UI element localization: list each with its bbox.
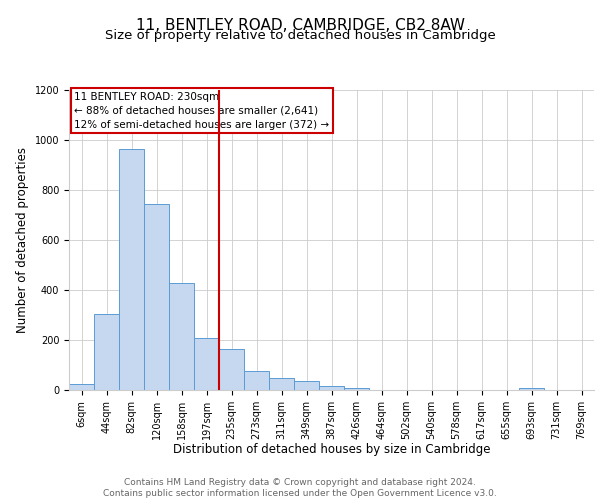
Bar	[319, 386, 344, 390]
Bar	[119, 149, 144, 390]
Y-axis label: Number of detached properties: Number of detached properties	[16, 147, 29, 333]
Bar	[519, 388, 544, 390]
Bar	[269, 378, 294, 390]
Text: Size of property relative to detached houses in Cambridge: Size of property relative to detached ho…	[104, 29, 496, 42]
Bar	[244, 371, 269, 390]
Text: 11, BENTLEY ROAD, CAMBRIDGE, CB2 8AW: 11, BENTLEY ROAD, CAMBRIDGE, CB2 8AW	[136, 18, 464, 32]
Text: 11 BENTLEY ROAD: 230sqm
← 88% of detached houses are smaller (2,641)
12% of semi: 11 BENTLEY ROAD: 230sqm ← 88% of detache…	[74, 92, 329, 130]
Bar	[294, 381, 319, 390]
Text: Contains HM Land Registry data © Crown copyright and database right 2024.
Contai: Contains HM Land Registry data © Crown c…	[103, 478, 497, 498]
Bar	[94, 314, 119, 390]
Bar	[344, 388, 369, 390]
Bar	[219, 349, 244, 390]
X-axis label: Distribution of detached houses by size in Cambridge: Distribution of detached houses by size …	[173, 444, 490, 456]
Bar	[169, 282, 194, 390]
Bar	[69, 384, 94, 390]
Bar	[194, 338, 219, 390]
Bar	[144, 204, 169, 390]
